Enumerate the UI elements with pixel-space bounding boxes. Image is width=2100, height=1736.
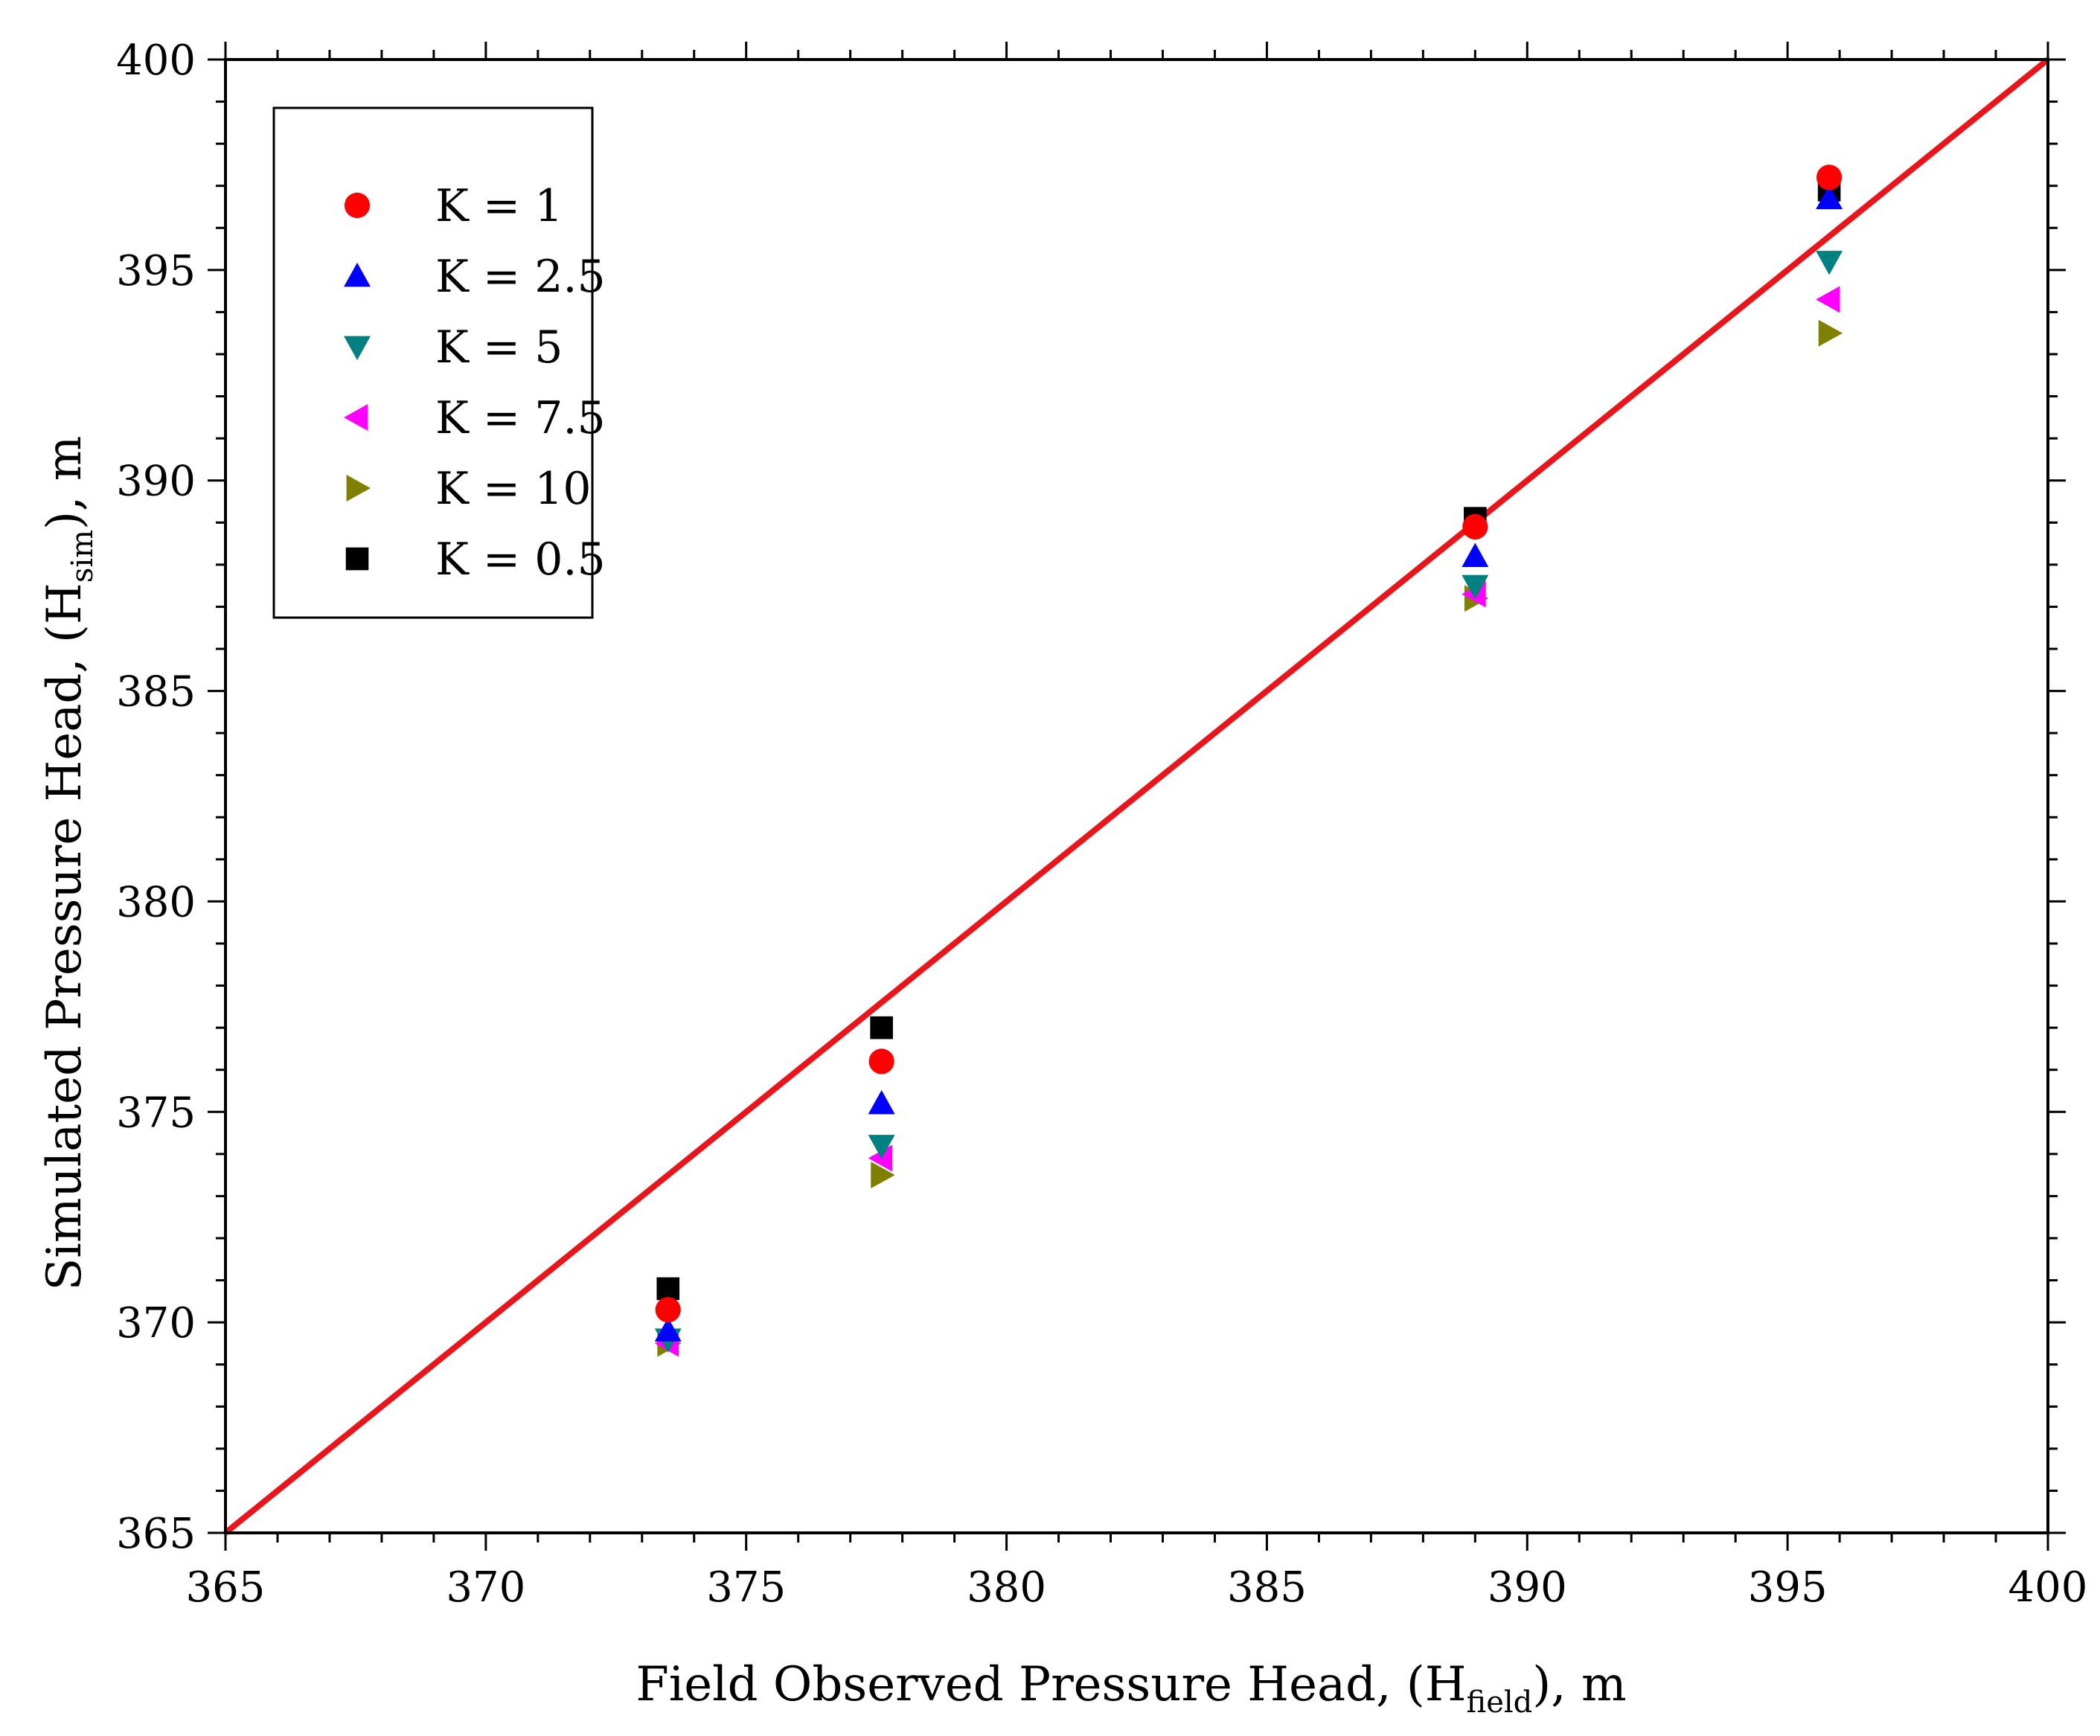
legend-box — [272, 106, 594, 619]
legend-marker-k-1 — [344, 192, 371, 219]
y-tick-label: 370 — [116, 1299, 196, 1348]
x-tick-label: 370 — [446, 1563, 525, 1612]
data-point-k-0-5 — [870, 1016, 893, 1040]
y-axis-title-suffix: ), m — [37, 436, 92, 530]
data-point-k-10 — [1818, 319, 1843, 347]
y-tick-label: 390 — [116, 458, 196, 506]
x-axis-title-suffix: ), m — [1532, 1657, 1626, 1712]
legend-marker-k-5 — [344, 336, 371, 360]
legend-label-k-1: K = 1 — [435, 180, 563, 232]
x-axis-title: Field Observed Pressure Head, (Hfield), … — [636, 1657, 1626, 1720]
x-tick-label: 390 — [1488, 1563, 1567, 1612]
data-point-k-1 — [1816, 164, 1843, 190]
y-tick-label: 395 — [116, 247, 196, 295]
legend-label-k-7-5: K = 7.5 — [435, 392, 606, 444]
y-tick-label: 380 — [116, 878, 196, 926]
y-tick-label: 385 — [116, 668, 196, 717]
y-tick-labels: 365 370 375 380 385 390 395 400 — [116, 36, 196, 1558]
data-points-layer — [654, 164, 1843, 1357]
data-point-k-2-5 — [654, 1317, 682, 1342]
x-tick-label: 385 — [1227, 1563, 1307, 1612]
y-tick-label: 375 — [116, 1089, 196, 1137]
y-axis-title-prefix: Simulated Pressure Head, (H — [37, 583, 92, 1290]
y-tick-label: 365 — [116, 1510, 196, 1558]
y-tick-label: 400 — [116, 36, 196, 85]
reference-line-1-1 — [223, 57, 2050, 1536]
legend-marker-k-2-5 — [344, 263, 371, 287]
x-tick-label: 395 — [1748, 1563, 1828, 1612]
data-point-k-1 — [868, 1048, 894, 1074]
y-axis-title: Simulated Pressure Head, (Hsim), m — [37, 436, 100, 1291]
y-axis-title-subscript: sim — [65, 530, 100, 583]
legend-label-k-5: K = 5 — [435, 321, 563, 374]
data-point-k-5 — [1462, 574, 1489, 600]
data-point-k-2-5 — [1816, 185, 1843, 210]
data-point-k-1 — [655, 1297, 681, 1323]
x-tick-label: 400 — [2008, 1563, 2088, 1612]
x-tick-label: 375 — [706, 1563, 786, 1612]
data-point-k-5 — [1816, 251, 1843, 275]
plot-frame — [224, 58, 2049, 1534]
legend-label-k-0-5: K = 0.5 — [435, 534, 606, 586]
data-point-k-1 — [1462, 513, 1488, 540]
x-axis-title-prefix: Field Observed Pressure Head, (H — [636, 1657, 1466, 1712]
legend-marker-k-7-5 — [344, 404, 368, 431]
axis-ticks — [208, 42, 2066, 1551]
legend: K = 1 K = 2.5 K = 5 K = 7.5 K = 10 K = 0.5 — [272, 106, 606, 619]
legend-label-k-10: K = 10 — [435, 463, 592, 515]
x-tick-label: 380 — [967, 1563, 1046, 1612]
legend-label-k-2-5: K = 2.5 — [435, 251, 606, 303]
data-point-k-5 — [868, 1135, 895, 1159]
data-point-k-2-5 — [868, 1089, 895, 1115]
legend-marker-k-10 — [346, 475, 371, 502]
data-point-k-0-5 — [656, 1277, 680, 1301]
data-point-k-7-5 — [1816, 286, 1840, 313]
legend-marker-k-0-5 — [345, 547, 369, 571]
x-tick-label: 365 — [186, 1563, 266, 1612]
reference-line-layer — [223, 57, 2050, 1536]
x-axis-title-subscript: field — [1467, 1685, 1533, 1720]
data-point-k-10 — [871, 1162, 895, 1189]
data-point-k-2-5 — [1462, 542, 1489, 567]
data-point-k-7-5 — [868, 1144, 893, 1172]
x-tick-labels: 365 370 375 380 385 390 395 400 — [186, 1563, 2088, 1612]
